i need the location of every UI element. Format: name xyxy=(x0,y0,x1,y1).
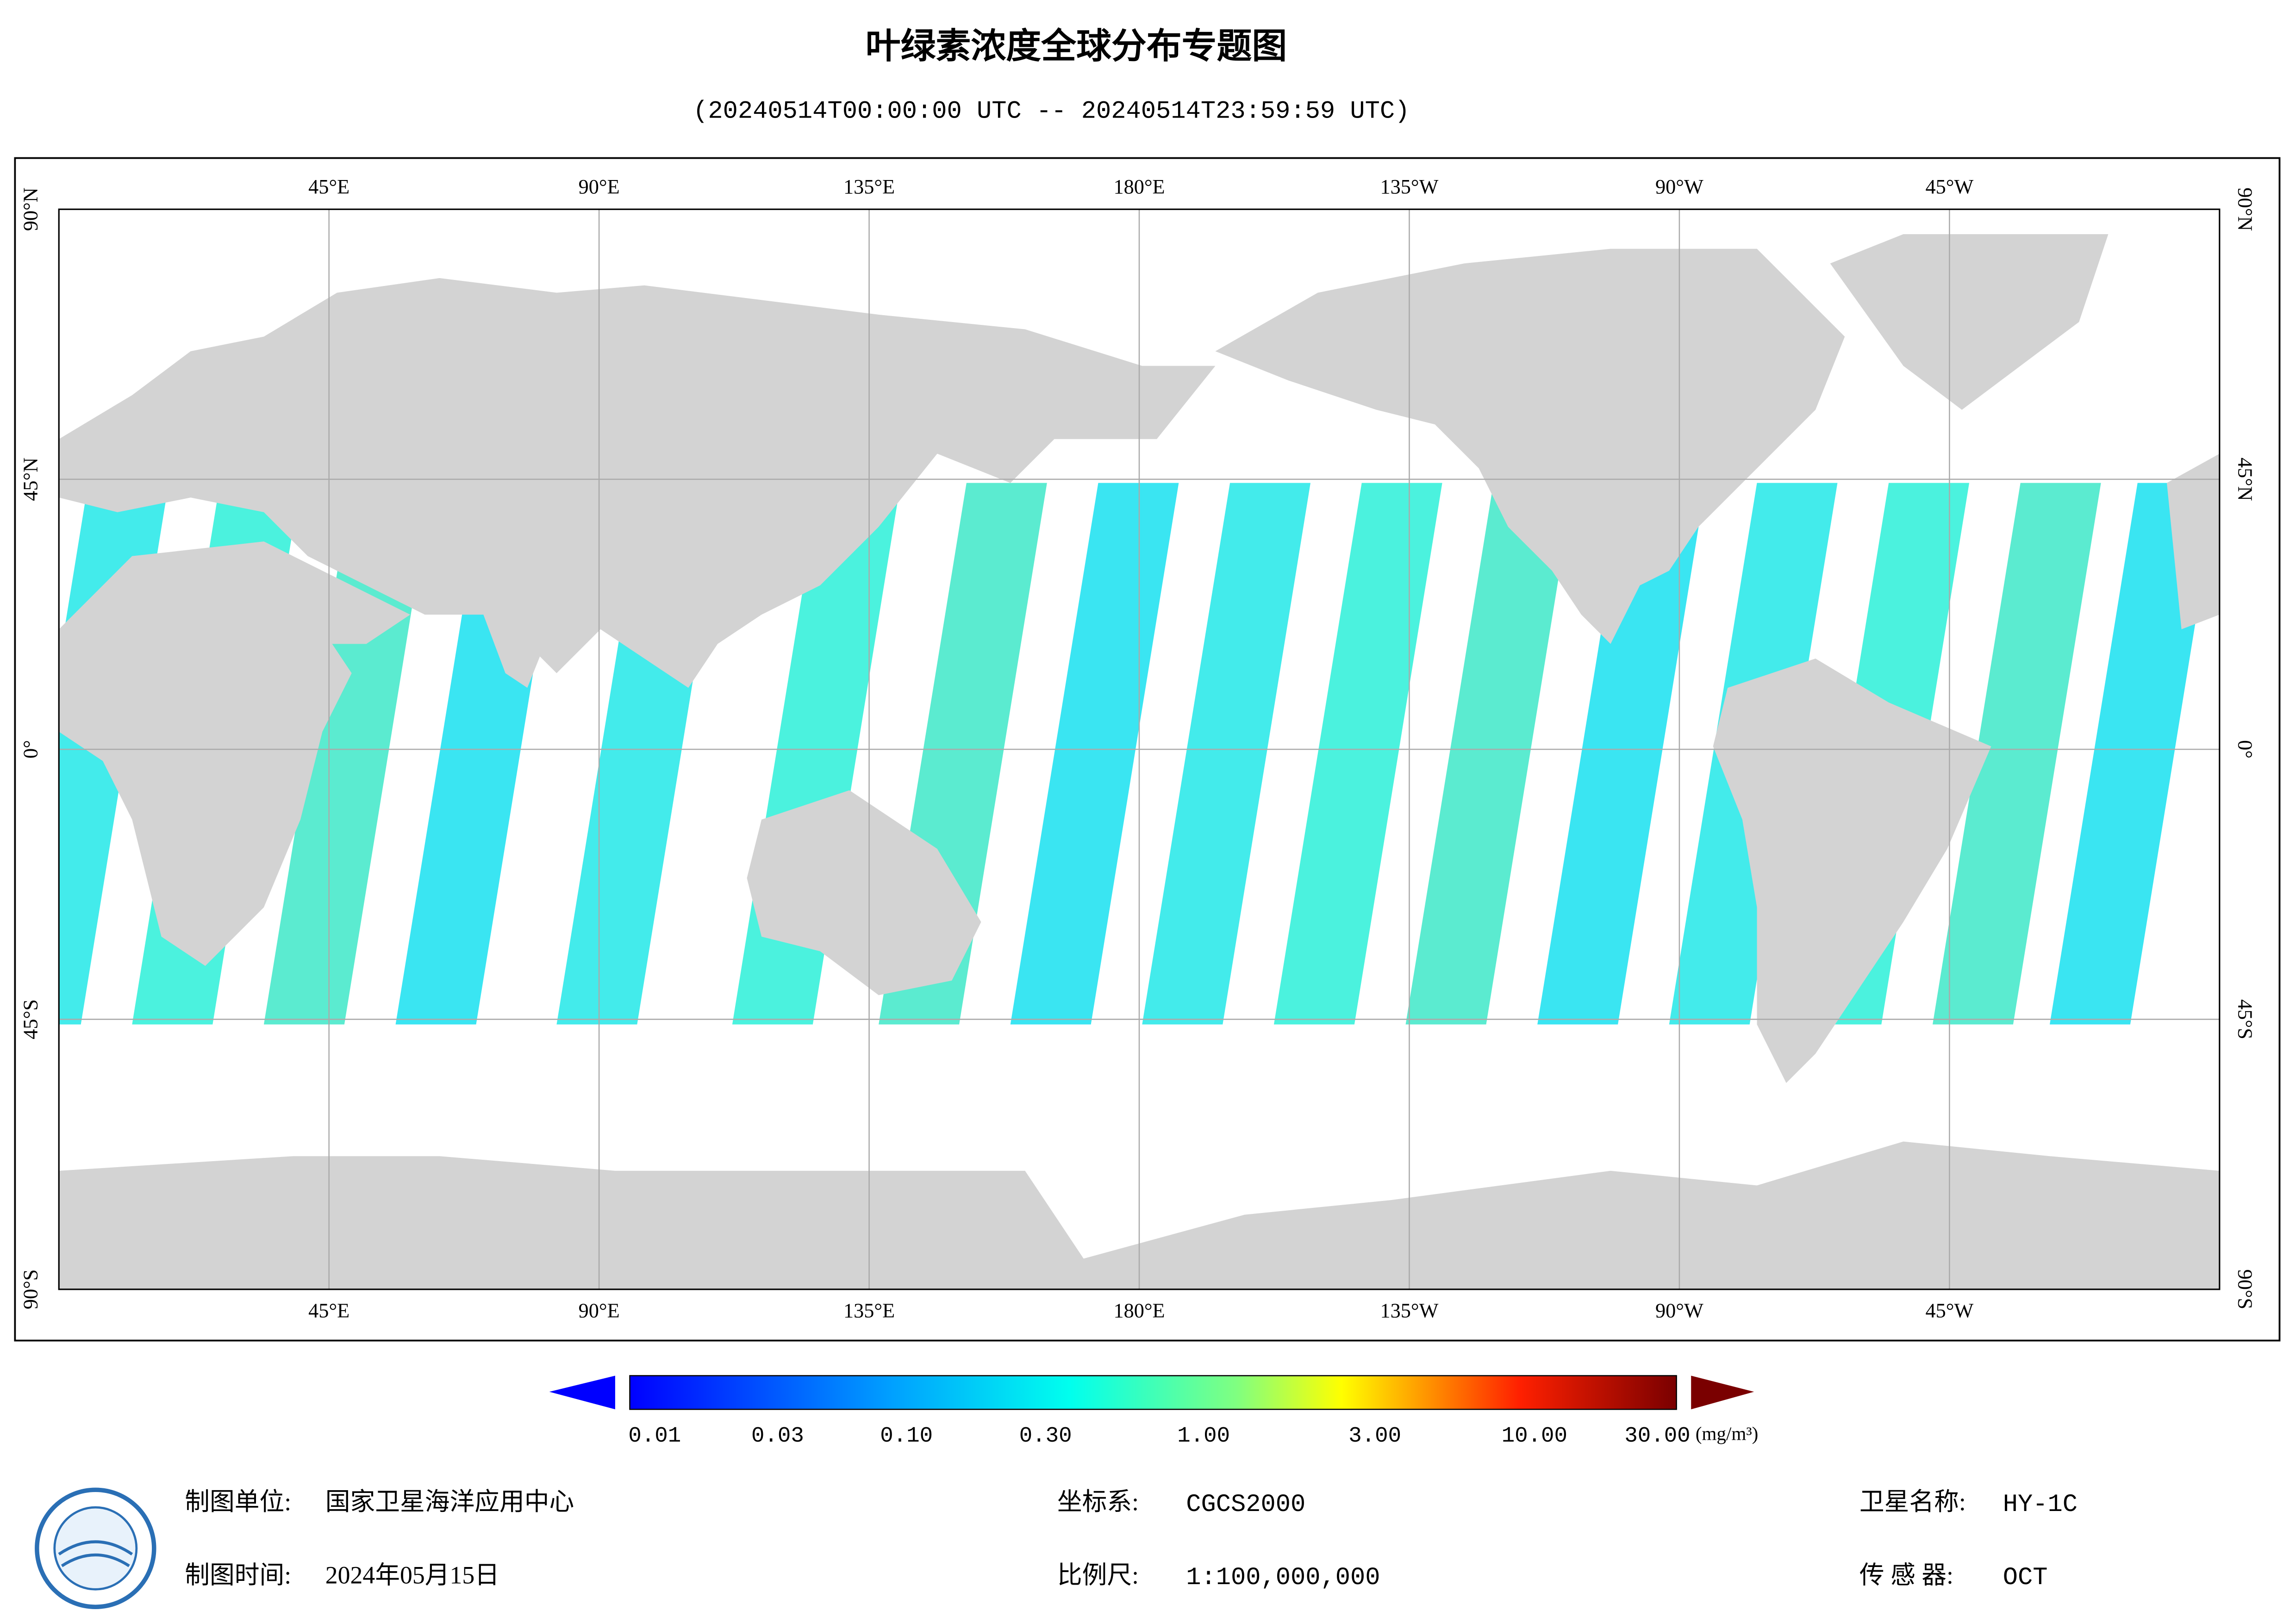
lat-label-left: 45°S xyxy=(19,999,42,1039)
swath xyxy=(1537,483,1706,1025)
scale-label: 比例尺: xyxy=(1057,1561,1139,1589)
swath xyxy=(1405,483,1574,1025)
lat-label-right: 45°S xyxy=(2234,999,2256,1039)
lon-label-top: 90°E xyxy=(579,175,620,198)
colorbar-under xyxy=(549,1375,615,1410)
colorbar-over xyxy=(1691,1375,1754,1410)
title: 叶绿素浓度全球分布专题图 xyxy=(866,25,1287,66)
lon-label-bottom: 180°E xyxy=(1113,1300,1165,1322)
logo-globe xyxy=(53,1506,138,1591)
crs: CGCS2000 xyxy=(1186,1491,1305,1519)
colorbar-labels: 0.01 0.03 0.10 0.30 1.00 3.00 10.00 30.00 xyxy=(628,1424,1690,1449)
swath xyxy=(1142,483,1311,1025)
lat-label-right: 90°N xyxy=(2234,187,2256,231)
north-america xyxy=(1215,249,1845,644)
colorbar-unit: (mg/m³) xyxy=(1696,1423,1759,1445)
lat-label-left: 45°N xyxy=(19,458,42,501)
colorbar-ramp xyxy=(629,1375,1677,1410)
eurasia xyxy=(59,278,1216,688)
lon-label-top: 45°W xyxy=(1925,175,1973,198)
colorbar-label: 3.00 xyxy=(1348,1424,1401,1449)
satellite: HY-1C xyxy=(2003,1491,2078,1519)
africa xyxy=(59,541,352,966)
colorbar-label: 10.00 xyxy=(1502,1424,1567,1449)
colorbar-label: 0.30 xyxy=(1019,1424,1072,1449)
maker: 国家卫星海洋应用中心 xyxy=(325,1488,574,1516)
swath xyxy=(2049,483,2218,1025)
lat-label-left: 90°N xyxy=(19,187,42,231)
lon-label-bottom: 45°E xyxy=(308,1300,349,1322)
lon-label-bottom: 90°W xyxy=(1655,1300,1703,1322)
map-frame xyxy=(14,157,2281,1342)
europe-west xyxy=(2166,454,2220,629)
lat-label-left: 90°S xyxy=(19,1269,42,1310)
lat-label-right: 90°S xyxy=(2234,1269,2256,1310)
graticule xyxy=(59,209,2220,1289)
colorbar-label: 0.01 xyxy=(628,1424,681,1449)
subtitle: (20240514T00:00:00 UTC -- 20240514T23:59… xyxy=(693,98,1410,126)
swath xyxy=(1273,483,1442,1025)
crs-label: 坐标系: xyxy=(1057,1488,1139,1516)
map-border xyxy=(58,208,2221,1290)
arabia xyxy=(263,541,411,644)
lon-label-bottom: 45°W xyxy=(1925,1300,1973,1322)
lon-label-top: 180°E xyxy=(1113,175,1165,198)
date: 2024年05月15日 xyxy=(325,1561,499,1589)
satellite-label: 卫星名称: xyxy=(1859,1488,1966,1516)
lon-label-top: 45°E xyxy=(308,175,349,198)
date-label: 制图时间: xyxy=(185,1561,291,1589)
footer: 制图单位: 国家卫星海洋应用中心 制图时间: 2024年05月15日 坐标系: … xyxy=(185,1488,2078,1592)
lon-label-bottom: 90°E xyxy=(579,1300,620,1322)
colorbar-label: 30.00 xyxy=(1624,1424,1690,1449)
logo xyxy=(35,1487,156,1609)
maker-label: 制图单位: xyxy=(185,1488,291,1516)
scale: 1:100,000,000 xyxy=(1186,1564,1380,1592)
lat-label-left: 0° xyxy=(19,740,42,759)
australia xyxy=(747,790,981,995)
lon-label-top: 135°E xyxy=(843,175,895,198)
lat-label-right: 0° xyxy=(2234,740,2256,759)
lon-label-bottom: 135°E xyxy=(843,1300,895,1322)
map-labels: 45°E 90°E 135°E 180°E 135°W 90°W 45°W 45°E 90°E 1… xyxy=(19,175,2256,1322)
colorbar: 0.01 0.03 0.10 0.30 1.00 3.00 10.00 30.00 (mg/m… xyxy=(549,1375,1759,1449)
greenland xyxy=(1830,234,2109,410)
colorbar-label: 0.03 xyxy=(751,1424,804,1449)
india xyxy=(483,615,557,688)
lon-label-top: 90°W xyxy=(1655,175,1703,198)
lon-label-top: 135°W xyxy=(1380,175,1439,198)
colorbar-label: 0.10 xyxy=(880,1424,933,1449)
map xyxy=(59,209,2220,1289)
sensor: OCT xyxy=(2003,1564,2048,1592)
lat-label-right: 45°N xyxy=(2234,458,2256,501)
lon-label-bottom: 135°W xyxy=(1380,1300,1439,1322)
south-america xyxy=(1713,659,1991,1083)
logo-waves xyxy=(58,1540,133,1567)
sensor-label: 传 感 器: xyxy=(1859,1561,1953,1589)
swath xyxy=(1932,483,2101,1025)
swath xyxy=(1010,483,1179,1025)
colorbar-label: 1.00 xyxy=(1177,1424,1230,1449)
